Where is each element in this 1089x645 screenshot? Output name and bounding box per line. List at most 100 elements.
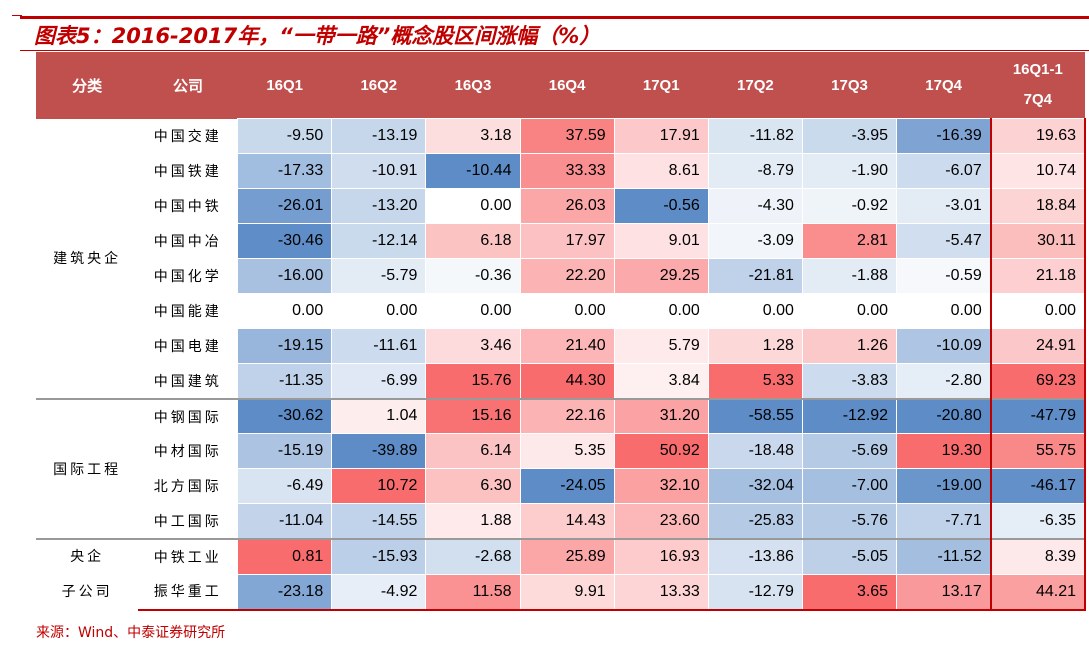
value-cell: -5.47 xyxy=(896,223,992,259)
value-cell: -11.52 xyxy=(896,537,992,575)
value-cell: -46.17 xyxy=(989,468,1087,504)
table-row: 中国铁建 -17.33 -10.91 -10.44 33.33 8.61 -8.79 -1.9… xyxy=(36,153,1087,189)
value-cell: -3.09 xyxy=(707,223,803,259)
category-cell: 国际工程 xyxy=(36,397,139,539)
value-cell: -0.59 xyxy=(896,258,992,294)
value-cell: 9.91 xyxy=(519,573,615,611)
category-cell: 建筑央企 xyxy=(53,251,122,267)
value-cell: -15.93 xyxy=(331,537,427,575)
value-cell: -32.04 xyxy=(707,468,803,504)
column-header: 16Q1-17Q4 xyxy=(990,52,1085,119)
company-cell: 中国电建 xyxy=(153,339,222,355)
column-header: 17Q2 xyxy=(708,52,803,119)
decor-line xyxy=(12,15,22,16)
value-cell: 37.59 xyxy=(519,118,615,154)
category-label: 央企 xyxy=(70,548,105,565)
table-row: 国际工程 中钢国际 -30.62 1.04 15.16 22.16 31.20 -58.55-… xyxy=(36,397,1087,539)
value-cell: 0.00 xyxy=(707,293,803,329)
table-row: 央企 子公司 中铁工业 0.81 -15.93 -2.68 25.89 16.93 -13.86… xyxy=(36,537,1087,610)
value-cell: 29.25 xyxy=(613,258,709,294)
table-row: 中工国际 -11.04 -14.55 1.88 14.43 23.60 -25.83 -5.7… xyxy=(36,503,1087,539)
value-cell: 23.60 xyxy=(613,503,709,539)
value-cell: 0.00 xyxy=(989,293,1087,329)
value-cell: 1.26 xyxy=(801,328,898,364)
value-cell: 3.65 xyxy=(801,573,898,611)
table-row: 振华重工 -23.18 -4.92 11.58 9.91 13.33 -12.79 3.65 1… xyxy=(36,573,1087,611)
figure-title: 图表5：2016-2017年，“一带一路”概念股区间涨幅（%） xyxy=(34,24,601,48)
value-cell: 1.88 xyxy=(425,503,521,539)
table-row: 中国中冶 -30.46 -12.14 6.18 17.97 9.01 -3.09 2.81 -5… xyxy=(36,223,1087,259)
value-cell: 15.76 xyxy=(425,363,521,399)
value-cell: -5.69 xyxy=(801,433,898,469)
value-cell: 14.43 xyxy=(519,503,615,539)
source-note: 来源：Wind、中泰证券研究所 xyxy=(36,625,226,641)
value-cell: -14.55 xyxy=(331,503,427,539)
column-header: 分类 xyxy=(36,52,139,119)
value-cell: 0.00 xyxy=(801,293,898,329)
value-cell: 0.00 xyxy=(425,293,521,329)
value-cell: 0.00 xyxy=(896,293,992,329)
value-cell: -30.46 xyxy=(237,223,333,259)
table-row: 中国化学 -16.00 -5.79 -0.36 22.20 29.25 -21.81 -1.8… xyxy=(36,258,1087,294)
value-cell: 5.79 xyxy=(613,328,709,364)
value-cell: -17.33 xyxy=(237,153,333,189)
value-cell: 8.61 xyxy=(613,153,709,189)
value-cell: -0.36 xyxy=(425,258,521,294)
column-header: 16Q3 xyxy=(425,52,521,119)
value-cell: 22.20 xyxy=(519,258,615,294)
value-cell: 0.00 xyxy=(237,293,333,329)
value-cell: -21.81 xyxy=(707,258,803,294)
value-cell: -6.35 xyxy=(989,503,1087,539)
value-cell: 21.18 xyxy=(989,258,1087,294)
value-cell: -11.82 xyxy=(707,118,803,154)
value-cell: 6.14 xyxy=(425,433,521,469)
value-cell: -20.80 xyxy=(896,397,992,434)
value-cell: -10.09 xyxy=(896,328,992,364)
value-cell: 19.63 xyxy=(989,118,1087,154)
company-cell: 中国铁建 xyxy=(153,164,222,180)
category-cell: 央企 子公司 xyxy=(36,537,139,610)
value-cell: -9.50 xyxy=(237,118,333,154)
value-cell: 1.04 xyxy=(331,397,427,434)
company-cell: 中钢国际 xyxy=(138,397,238,434)
value-cell: -0.56 xyxy=(613,188,709,224)
table-row: 北方国际 -6.49 10.72 6.30 -24.05 32.10 -32.04 -7.00… xyxy=(36,468,1087,504)
value-cell: -6.07 xyxy=(896,153,992,189)
value-cell: -12.79 xyxy=(707,573,803,611)
value-cell: -13.20 xyxy=(331,188,427,224)
value-cell: -39.89 xyxy=(331,433,427,469)
value-cell: -6.99 xyxy=(331,363,427,399)
table-row: 中国电建 -19.15 -11.61 3.46 21.40 5.79 1.28 1.26 -10… xyxy=(36,328,1087,364)
value-cell: 9.01 xyxy=(613,223,709,259)
value-cell: -25.83 xyxy=(707,503,803,539)
value-cell: -0.92 xyxy=(801,188,898,224)
value-cell: -6.49 xyxy=(237,468,333,504)
value-cell: -5.05 xyxy=(801,537,898,575)
column-header: 16Q2 xyxy=(331,52,426,119)
value-cell: -23.18 xyxy=(237,573,333,611)
company-cell: 振华重工 xyxy=(138,574,238,611)
value-cell: -10.44 xyxy=(425,153,521,189)
value-cell: 2.81 xyxy=(801,223,898,259)
value-cell: 0.00 xyxy=(613,293,709,329)
value-cell: -7.71 xyxy=(896,503,992,539)
table-row: 中国中铁 -26.01 -13.20 0.00 26.03 -0.56 -4.30 -0.92… xyxy=(36,188,1087,224)
value-cell: 6.18 xyxy=(425,223,521,259)
value-cell: 8.39 xyxy=(989,537,1087,575)
returns-table: 分类 公司 16Q1 16Q2 16Q3 16Q4 17Q1 17Q2 17Q3 17Q4 16Q1… xyxy=(36,52,1087,611)
value-cell: 30.11 xyxy=(989,223,1087,259)
category-label: 子公司 xyxy=(61,583,113,600)
value-cell: -5.76 xyxy=(801,503,898,539)
value-cell: -3.01 xyxy=(896,188,992,224)
value-cell: 33.33 xyxy=(519,153,615,189)
value-cell: -12.92 xyxy=(801,397,898,434)
value-cell: 24.91 xyxy=(989,328,1087,364)
company-cell: 中国化学 xyxy=(153,269,222,285)
company-cell: 中国交建 xyxy=(153,129,222,145)
value-cell: 17.91 xyxy=(613,118,709,154)
column-header: 公司 xyxy=(138,52,238,119)
value-cell: 0.00 xyxy=(519,293,615,329)
value-cell: -8.79 xyxy=(707,153,803,189)
value-cell: 31.20 xyxy=(613,397,709,434)
title-bottom-rule xyxy=(20,50,1089,51)
